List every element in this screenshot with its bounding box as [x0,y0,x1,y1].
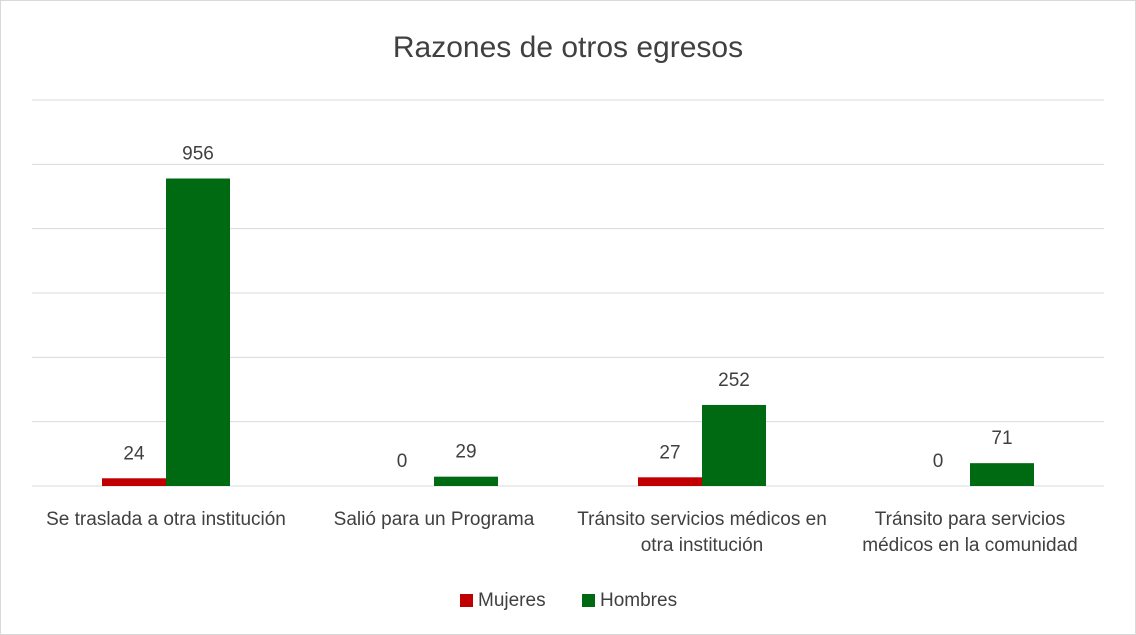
data-label: 252 [718,370,750,391]
legend-swatch [582,594,595,607]
bar [638,477,702,486]
bar [166,178,230,486]
data-label: 0 [397,451,408,472]
bar [702,404,766,486]
data-label: 0 [933,451,944,472]
bar [970,463,1034,486]
data-label: 27 [659,442,680,463]
data-label: 24 [123,443,145,464]
legend-label: Hombres [600,590,677,611]
x-tick-label: Tránsito para servicios médicos en la co… [862,509,1078,556]
chart-title: Razones de otros egresos [393,31,743,64]
x-tick-label: Tránsito servicios médicos en otra insti… [577,509,827,556]
x-tick-label: Se traslada a otra institución [46,509,286,530]
x-tick-label: Salió para un Programa [333,509,535,530]
data-label: 956 [182,144,214,165]
bar [102,478,166,486]
data-label: 29 [455,442,476,463]
legend-label: Mujeres [478,590,546,611]
legend-swatch [460,594,473,607]
bar [434,476,498,486]
data-label: 71 [991,428,1012,449]
